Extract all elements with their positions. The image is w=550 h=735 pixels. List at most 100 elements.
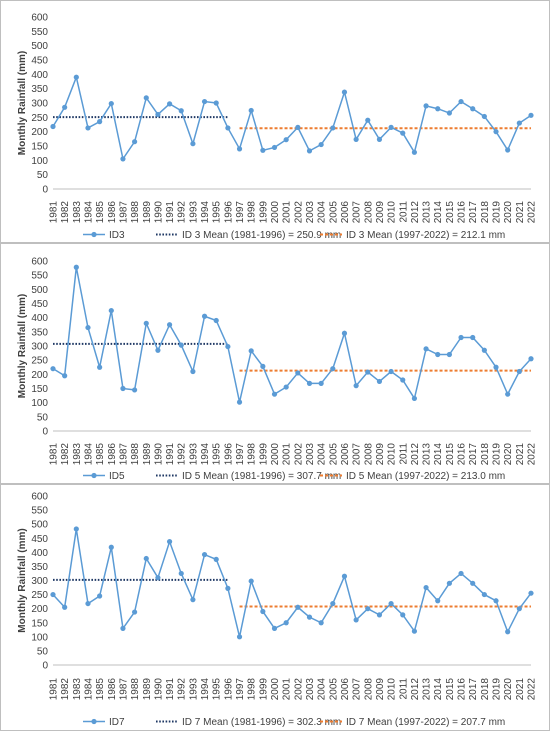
y-tick-label: 100 bbox=[31, 398, 48, 409]
data-point bbox=[73, 74, 79, 80]
data-point bbox=[85, 125, 91, 131]
data-point bbox=[353, 136, 359, 143]
data-point bbox=[73, 526, 79, 532]
data-point bbox=[201, 98, 208, 105]
y-axis-label: Monthly Rainfall (mm) bbox=[17, 528, 28, 632]
y-tick-label: 450 bbox=[31, 534, 48, 545]
x-tick-label: 2018 bbox=[480, 678, 491, 701]
x-tick-label: 2014 bbox=[433, 201, 444, 224]
data-point bbox=[423, 346, 429, 352]
x-tick-label: 1988 bbox=[130, 201, 141, 224]
x-tick-label: 1993 bbox=[188, 201, 199, 224]
data-point bbox=[353, 383, 359, 389]
x-tick-label: 2020 bbox=[503, 201, 514, 224]
legend-label-mean-early: ID 7 Mean (1981-1996) = 302.3 mm bbox=[182, 717, 341, 728]
data-point bbox=[97, 119, 103, 125]
data-point bbox=[505, 391, 511, 397]
x-tick-label: 2011 bbox=[398, 678, 409, 700]
x-tick-label: 2022 bbox=[527, 678, 538, 701]
data-point bbox=[400, 130, 406, 136]
data-point bbox=[411, 628, 418, 634]
data-point bbox=[423, 584, 429, 591]
data-point bbox=[481, 347, 487, 353]
x-tick-label: 1992 bbox=[177, 201, 188, 224]
chart-svg-id5: 0 50 100 150 200 250 300 350 400 450 500 550 600 Mont… bbox=[17, 257, 538, 483]
y-tick-label: 0 bbox=[42, 185, 48, 196]
data-point bbox=[143, 320, 149, 326]
data-point bbox=[213, 100, 219, 106]
x-tick-label: 2004 bbox=[317, 201, 328, 224]
data-point bbox=[120, 385, 126, 392]
y-tick-label: 50 bbox=[37, 412, 49, 423]
data-point bbox=[178, 342, 184, 348]
x-tick-label: 2020 bbox=[503, 678, 514, 701]
data-point bbox=[493, 364, 499, 370]
x-tick-label: 2000 bbox=[270, 201, 281, 224]
y-tick-label: 250 bbox=[31, 356, 48, 367]
legend-marker bbox=[91, 472, 97, 479]
data-point bbox=[306, 148, 313, 154]
x-tick-label: 1987 bbox=[118, 443, 129, 466]
series-line bbox=[52, 528, 532, 638]
x-tick-label: 2000 bbox=[270, 678, 281, 701]
y-tick-label: 150 bbox=[31, 618, 48, 629]
x-tick-label: 2001 bbox=[282, 201, 293, 224]
x-tick-label: 2012 bbox=[410, 443, 421, 466]
x-tick-label: 1986 bbox=[107, 443, 118, 466]
data-point bbox=[493, 598, 499, 604]
x-tick-label: 2009 bbox=[375, 201, 386, 224]
chart-svg-id3: 0 50 100 150 200 250 300 350 400 450 500 550 600 Mont… bbox=[17, 13, 538, 242]
x-tick-label: 1984 bbox=[83, 201, 94, 224]
x-tick-label: 1995 bbox=[212, 201, 223, 224]
data-point bbox=[201, 551, 208, 558]
data-point bbox=[528, 590, 534, 596]
data-point bbox=[516, 368, 522, 375]
data-point bbox=[295, 604, 301, 610]
chart-svg-id7: 0 50 100 150 200 250 300 350 400 450 500 550 600 Mont… bbox=[17, 492, 538, 729]
y-tick-label: 550 bbox=[31, 27, 48, 38]
legend-label-mean-late: ID 7 Mean (1997-2022) = 207.7 mm bbox=[346, 717, 505, 728]
data-point bbox=[376, 612, 383, 618]
x-tick-label: 2002 bbox=[293, 201, 304, 224]
x-tick-label: 2018 bbox=[480, 443, 491, 466]
data-point bbox=[365, 117, 371, 123]
data-point bbox=[388, 600, 394, 607]
data-point bbox=[306, 380, 313, 386]
y-tick-label: 500 bbox=[31, 285, 48, 296]
x-tick-label: 2010 bbox=[387, 201, 398, 224]
x-tick-label: 1987 bbox=[118, 678, 129, 701]
x-tick-label: 2007 bbox=[352, 678, 363, 701]
data-point bbox=[306, 614, 313, 620]
data-point bbox=[528, 112, 534, 118]
x-tick-label: 2011 bbox=[398, 201, 409, 223]
data-point bbox=[470, 334, 476, 341]
x-tick-label: 2003 bbox=[305, 201, 316, 224]
data-point bbox=[411, 149, 418, 155]
legend-label-mean-early: ID 5 Mean (1981-1996) = 307.7 mm bbox=[182, 471, 341, 482]
x-tick-label: 2002 bbox=[293, 443, 304, 466]
data-point bbox=[132, 387, 138, 393]
data-point bbox=[260, 147, 266, 153]
x-tick-label: 1993 bbox=[188, 678, 199, 701]
x-tick-label: 1999 bbox=[258, 443, 269, 466]
data-point bbox=[108, 100, 114, 107]
chart-panel-id7: 0 50 100 150 200 250 300 350 400 450 500 550 600 Mont… bbox=[0, 484, 550, 731]
x-tick-label: 1997 bbox=[235, 201, 246, 224]
data-point bbox=[248, 348, 254, 354]
chart-panel-id5: 0 50 100 150 200 250 300 350 400 450 500 550 600 Mont… bbox=[0, 243, 550, 484]
x-tick-label: 1993 bbox=[188, 443, 199, 466]
data-point bbox=[376, 378, 383, 385]
y-tick-label: 300 bbox=[31, 576, 48, 587]
y-tick-label: 150 bbox=[31, 142, 48, 153]
x-tick-label: 1999 bbox=[258, 678, 269, 701]
y-tick-label: 300 bbox=[31, 99, 48, 110]
y-tick-label: 350 bbox=[31, 562, 48, 573]
data-point bbox=[120, 625, 126, 631]
x-tick-label: 2004 bbox=[317, 678, 328, 701]
x-tick-label: 2002 bbox=[293, 678, 304, 701]
data-point bbox=[62, 104, 68, 110]
data-point bbox=[458, 334, 464, 341]
x-tick-label: 2004 bbox=[317, 443, 328, 466]
x-tick-label: 2022 bbox=[527, 201, 538, 224]
data-point bbox=[73, 264, 79, 270]
